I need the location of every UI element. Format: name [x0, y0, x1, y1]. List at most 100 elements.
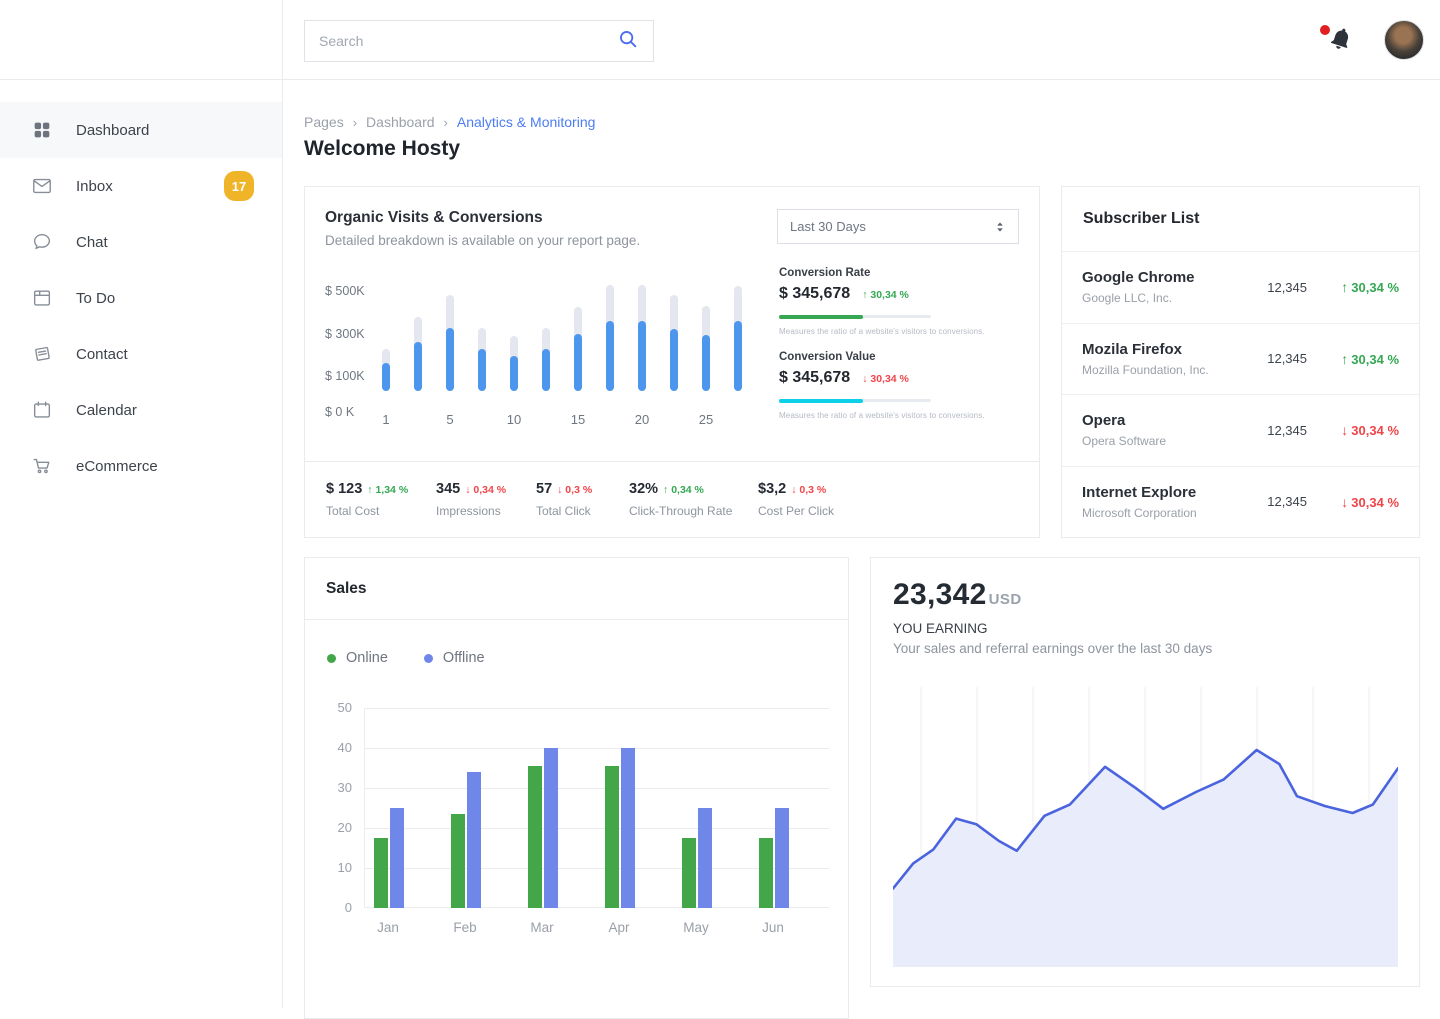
sidebar-item-calendar[interactable]: Calendar [0, 382, 282, 438]
bar-visits [510, 356, 518, 391]
metric-caption: Measures the ratio of a website's visito… [779, 411, 985, 420]
delta-arrow-icon: ↓ [1341, 493, 1349, 510]
stat-delta: ↓ 0,34 % [465, 484, 507, 496]
metric-value: $ 345,678 [779, 285, 851, 302]
search-icon[interactable] [617, 28, 639, 55]
bar-visits [542, 349, 550, 391]
y-axis-label: 20 [337, 820, 352, 835]
period-select[interactable]: Last 30 Days [777, 209, 1019, 244]
subscriber-info: Google Chrome Google LLC, Inc. [1082, 269, 1251, 305]
x-axis-label: Jun [762, 920, 784, 935]
bar-offline [775, 808, 789, 908]
sidebar-item-label: Calendar [76, 401, 137, 419]
sales-plot-area [364, 708, 829, 908]
main-content: Pages › Dashboard › Analytics & Monitoring W… [283, 81, 1440, 1019]
earning-currency: USD [988, 591, 1022, 608]
subscriber-row[interactable]: Opera Opera Software 12,345 ↓ 30,34 % [1062, 394, 1419, 466]
stat-label: Click-Through Rate [629, 504, 733, 518]
stat-value-row: $3,2 ↓ 0,3 % [758, 481, 834, 497]
search-input[interactable] [319, 33, 617, 49]
period-select-value: Last 30 Days [790, 219, 866, 234]
stat-delta: ↑ 0,34 % [663, 484, 704, 496]
subscriber-info: Opera Opera Software [1082, 412, 1251, 448]
organic-stats-row: $ 123 ↑ 1,34 % Total Cost 345 ↓ 0,34 % Impres… [305, 461, 1039, 537]
legend-item-offline[interactable]: Offline [423, 650, 485, 666]
stat-item: 345 ↓ 0,34 % Impressions [436, 481, 536, 518]
stat-value-row: $ 123 ↑ 1,34 % [326, 481, 436, 497]
legend-item-online[interactable]: Online [327, 650, 388, 666]
y-axis-label: 0 [344, 900, 352, 915]
bell-icon [1330, 28, 1349, 49]
bar-visits [382, 363, 390, 391]
x-axis-label: Feb [453, 920, 477, 935]
bar-visits [638, 321, 646, 391]
metric-progress-fill [779, 398, 863, 403]
logo [0, 0, 282, 80]
subscriber-company: Mozilla Foundation, Inc. [1082, 362, 1209, 377]
y-axis-label: $ 300K [325, 327, 365, 341]
subscriber-rows: Google Chrome Google LLC, Inc. 12,345 ↑ 30,3… [1062, 251, 1419, 537]
subscriber-row[interactable]: Mozila Firefox Mozilla Foundation, Inc. 12… [1062, 322, 1419, 395]
y-axis-label: 40 [337, 740, 352, 755]
breadcrumb-separator-icon: › [352, 114, 358, 130]
metric-label: Conversion Rate [779, 267, 871, 279]
user-avatar[interactable] [1384, 20, 1424, 60]
metric-progress-track [779, 398, 931, 403]
grid-icon [31, 119, 53, 141]
y-axis-label: $ 0 K [325, 405, 355, 419]
bar-online [605, 766, 619, 908]
sidebar-item-inbox[interactable]: Inbox 17 [0, 158, 282, 214]
y-axis-label: $ 100K [325, 369, 365, 383]
earning-chart-svg [893, 687, 1398, 967]
earning-amount: 23,342 [893, 578, 987, 611]
breadcrumb-item[interactable]: Pages [304, 114, 344, 130]
subscriber-delta: ↓ 30,34 % [1341, 493, 1399, 510]
sidebar-item-label: Inbox [76, 177, 113, 195]
x-axis-label: 25 [698, 412, 714, 427]
bar-visits [574, 334, 582, 391]
subscriber-info: Internet Explore Microsoft Corporation [1082, 484, 1251, 520]
notifications-button[interactable] [1320, 25, 1356, 55]
stat-value: 57 [536, 481, 553, 497]
stat-item: 32% ↑ 0,34 % Click-Through Rate [629, 481, 758, 518]
y-axis-label: $ 500K [325, 284, 365, 298]
gridline [365, 828, 829, 829]
earning-card: 23,342 USD YOU EARNING Your sales and re… [870, 557, 1420, 987]
sidebar-item-ecommerce[interactable]: eCommerce [0, 438, 282, 494]
x-axis-label: Apr [608, 920, 630, 935]
x-axis-label: Jan [377, 920, 399, 935]
subscriber-count: 12,345 [1267, 494, 1307, 510]
metric-caption: Measures the ratio of a website's visito… [779, 327, 985, 336]
sidebar-item-contact[interactable]: Contact [0, 326, 282, 382]
delta-arrow-icon: ↑ [1341, 279, 1349, 296]
subscriber-row[interactable]: Google Chrome Google LLC, Inc. 12,345 ↑ 30,3… [1062, 251, 1419, 323]
subscriber-row[interactable]: Internet Explore Microsoft Corporation 12,… [1062, 465, 1419, 538]
gridline [365, 708, 829, 709]
subscriber-list-card: Subscriber List Google Chrome Google LLC,… [1061, 186, 1420, 538]
bar-online [451, 814, 465, 908]
subscriber-company: Opera Software [1082, 434, 1167, 449]
bar-visits [414, 342, 422, 391]
gridline [365, 748, 829, 749]
gridline [365, 788, 829, 789]
y-axis-label: 30 [337, 780, 352, 795]
sidebar-item-label: eCommerce [76, 457, 158, 475]
sales-card: Sales Online Offline 0 10 20 30 40 50 Jan Feb Mar… [304, 557, 849, 1019]
breadcrumb-item[interactable]: Dashboard [366, 114, 435, 130]
sidebar-item-to-do[interactable]: To Do [0, 270, 282, 326]
stat-delta: ↑ 1,34 % [367, 484, 409, 496]
y-axis-label: 10 [337, 860, 352, 875]
search-box[interactable] [304, 20, 654, 62]
stat-value-row: 32% ↑ 0,34 % [629, 481, 758, 497]
notification-dot-icon [1320, 25, 1330, 35]
organic-card-title: Organic Visits & Conversions [325, 209, 543, 226]
bar-visits [606, 321, 614, 391]
sidebar-item-chat[interactable]: Chat [0, 214, 282, 270]
organic-bar-chart: $ 500K $ 300K $ 100K $ 0 K 1 5 10 15 20 25 [325, 282, 775, 427]
bar-offline [390, 808, 404, 908]
breadcrumb-item[interactable]: Analytics & Monitoring [456, 114, 596, 130]
y-axis-label: 50 [337, 700, 352, 715]
bar-visits [670, 329, 678, 391]
sidebar-item-dashboard[interactable]: Dashboard [0, 102, 282, 158]
subscriber-delta: ↑ 30,34 % [1341, 350, 1399, 367]
